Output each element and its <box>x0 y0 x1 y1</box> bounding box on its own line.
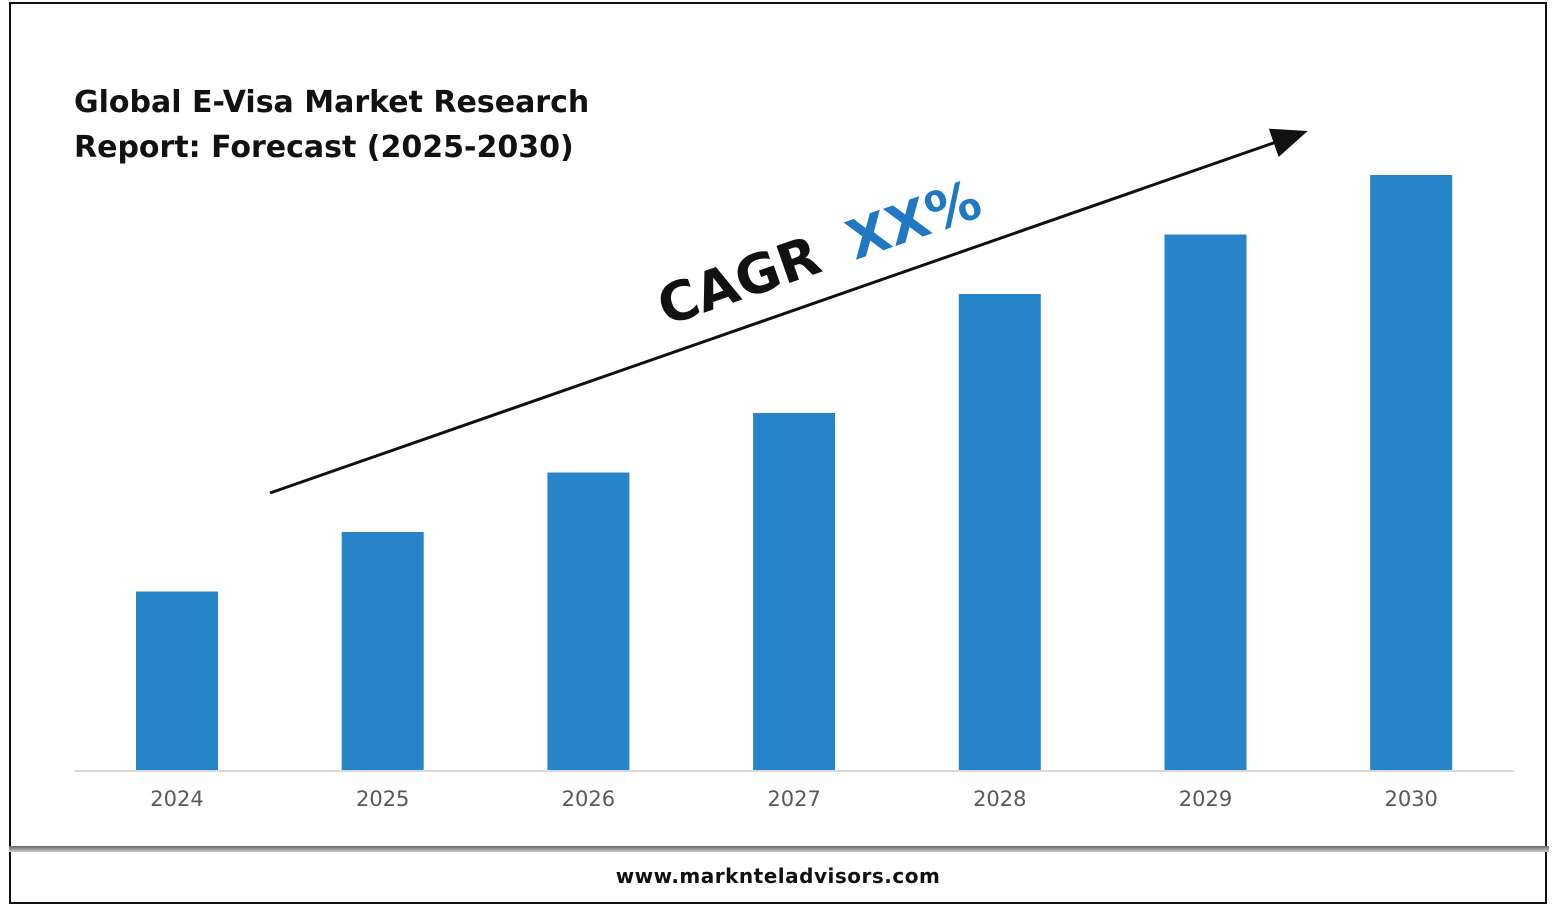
x-tick-label-2026: 2026 <box>562 787 615 811</box>
bar-2024 <box>136 591 218 770</box>
x-tick-labels: 2024 2025 2026 2027 2028 2029 2030 <box>150 787 1438 811</box>
bar-2026 <box>547 472 630 770</box>
bar-2028 <box>958 294 1041 770</box>
trend-arrow <box>269 128 1308 495</box>
x-tick-label-2029: 2029 <box>1179 787 1232 811</box>
x-tick-label-2030: 2030 <box>1384 787 1437 811</box>
chart-title: Global E-Visa Market Research Report: Fo… <box>74 80 634 170</box>
footer: www.marknteladvisors.com <box>9 852 1547 904</box>
bar-2027 <box>753 413 836 770</box>
cagr-annotation: CAGR XX% <box>650 168 989 338</box>
chart-title-line2: Report: Forecast (2025-2030) <box>74 130 574 165</box>
footer-url: www.marknteladvisors.com <box>615 864 941 888</box>
bars-group <box>136 175 1453 770</box>
cagr-label: CAGR <box>650 224 829 339</box>
chart-title-line1: Global E-Visa Market Research <box>74 85 590 120</box>
bar-2025 <box>341 532 424 770</box>
x-tick-label-2028: 2028 <box>973 787 1026 811</box>
x-tick-label-2024: 2024 <box>150 787 203 811</box>
cagr-value: XX% <box>839 168 989 273</box>
bar-2030 <box>1370 175 1453 770</box>
x-tick-label-2027: 2027 <box>767 787 820 811</box>
frame-shadow <box>9 846 1549 852</box>
x-tick-label-2025: 2025 <box>356 787 409 811</box>
bar-2029 <box>1164 234 1247 770</box>
